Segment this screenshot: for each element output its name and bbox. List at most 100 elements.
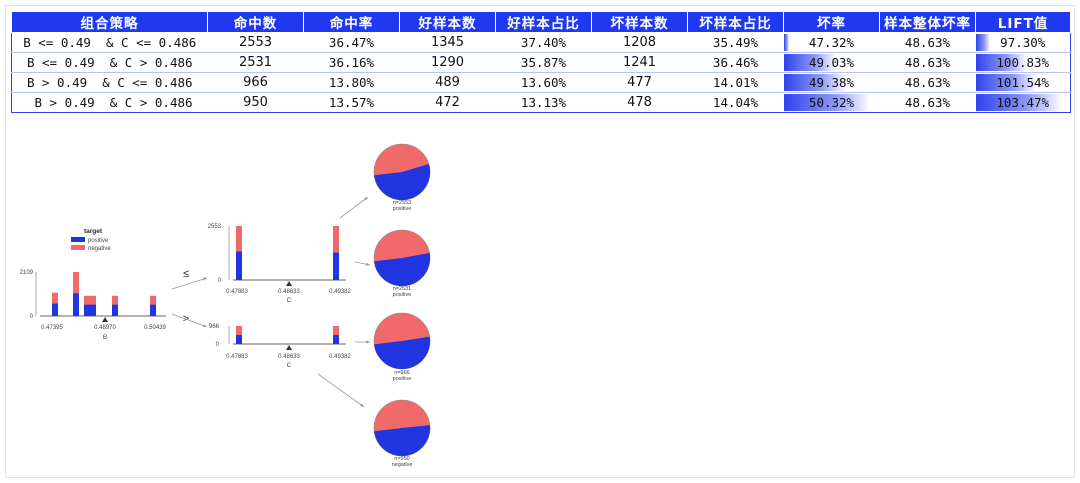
cell-overall-bad-rate: 48.63% — [879, 72, 976, 93]
leaf-pie-positive — [374, 252, 430, 286]
split-marker — [286, 345, 292, 350]
y-max-label: 966 — [209, 324, 220, 330]
y-zero-label: 0 — [30, 314, 34, 320]
bar-positive — [333, 335, 339, 344]
split-marker — [102, 317, 108, 322]
tree-edge — [317, 373, 365, 408]
tick-label: 0.48633 — [278, 354, 300, 360]
legend-title: target — [84, 228, 103, 235]
cell-bad-pct: 14.01% — [687, 72, 784, 93]
data-bar — [783, 74, 846, 91]
cell-value: 47.32% — [808, 35, 855, 50]
cell-bad-pct: 14.04% — [687, 92, 784, 113]
leaf-class: positive — [393, 376, 412, 382]
bar-negative — [90, 295, 96, 305]
header-strategy: 组合策略 — [11, 11, 208, 33]
cell-value: 49.38% — [808, 75, 855, 90]
data-bar — [783, 94, 870, 111]
cell-lift: 100.83% — [975, 52, 1071, 73]
header-overall-bad-rate: 样本整体坏率 — [879, 11, 976, 33]
edge-arrow — [364, 197, 368, 201]
cell-overall-bad-rate: 48.63% — [879, 92, 976, 113]
cell-hit-rate: 13.80% — [303, 72, 400, 93]
y-max-label: 2553 — [208, 224, 222, 230]
cell-good-pct: 13.13% — [495, 92, 592, 113]
feature-label: C — [287, 297, 292, 304]
cell-strategy: B > 0.49 & C > 0.486 — [11, 92, 208, 113]
cell-value: 101.54% — [996, 75, 1050, 90]
bar-negative — [236, 326, 242, 335]
bar-positive — [112, 304, 118, 316]
leaf-count: n=966 — [394, 370, 409, 376]
cell-bad: 478 — [591, 92, 688, 113]
bar-positive — [150, 304, 156, 316]
cell-overall-bad-rate: 48.63% — [879, 32, 976, 53]
bar-negative — [150, 295, 156, 305]
cell-value: 103.47% — [996, 95, 1050, 110]
cell-bad-rate: 49.03% — [783, 52, 880, 73]
tick-label: 0.49382 — [329, 289, 351, 295]
cell-lift: 97.30% — [975, 32, 1071, 53]
tick-label: 0.48970 — [94, 325, 116, 331]
header-good-pct: 好样本占比 — [495, 11, 592, 33]
branch-left-symbol: ≤ — [183, 268, 189, 280]
legend-swatch-positive — [71, 237, 85, 242]
feature-label: C — [287, 362, 292, 369]
tick-label: 0.47883 — [226, 289, 248, 295]
legend-swatch-negative — [71, 245, 85, 250]
cell-bad-rate: 49.38% — [783, 72, 880, 93]
data-bar — [975, 34, 990, 51]
split-marker — [286, 281, 292, 286]
table-row: B > 0.49 & C <= 0.486 966 13.80% 489 13.60% 4… — [11, 72, 1071, 93]
legend-label-negative: negative — [88, 246, 111, 252]
header-bad-rate: 坏率 — [783, 11, 880, 33]
cell-lift: 103.47% — [975, 92, 1071, 113]
y-max-label: 2109 — [20, 270, 34, 276]
bar-negative — [333, 226, 339, 253]
cell-bad-rate: 50.32% — [783, 92, 880, 113]
header-good: 好样本数 — [399, 11, 496, 33]
cell-hits: 950 — [207, 92, 304, 113]
legend-label-positive: positive — [88, 238, 109, 244]
bar-positive — [52, 303, 58, 316]
header-bad: 坏样本数 — [591, 11, 688, 33]
tree-edge — [339, 196, 369, 219]
feature-label: B — [103, 334, 107, 341]
cell-hits: 2553 — [207, 32, 304, 53]
bar-positive — [90, 304, 96, 316]
table-row: B <= 0.49 & C <= 0.486 2553 36.47% 1345 37.4… — [11, 32, 1071, 53]
table-header-row: 组合策略 命中数 命中率 好样本数 好样本占比 坏样本数 坏样本占比 坏率 样本… — [11, 11, 1071, 33]
y-zero-label: 0 — [218, 278, 222, 284]
cell-hit-rate: 13.57% — [303, 92, 400, 113]
tick-label: 0.47883 — [226, 354, 248, 360]
header-hit-rate: 命中率 — [303, 11, 400, 33]
cell-value: 97.30% — [1000, 35, 1046, 50]
edge-arrow — [203, 324, 207, 328]
bar-negative — [84, 295, 90, 305]
edge-arrow — [366, 340, 370, 344]
leaf-class: positive — [393, 206, 412, 212]
leaf-count: n=2553 — [393, 200, 412, 206]
data-bar — [975, 54, 1028, 71]
strategy-table: 组合策略 命中数 命中率 好样本数 好样本占比 坏样本数 坏样本占比 坏率 样本… — [11, 11, 1071, 113]
tick-label: 0.50439 — [144, 325, 166, 331]
edge-arrow — [203, 277, 207, 281]
bar-positive — [333, 252, 339, 280]
edge-arrow — [360, 403, 364, 407]
cell-overall-bad-rate: 48.63% — [879, 52, 976, 73]
cell-bad-rate: 47.32% — [783, 32, 880, 53]
bar-negative — [52, 292, 58, 304]
leaf-pie-positive — [374, 336, 430, 369]
cell-value: 49.03% — [808, 55, 855, 70]
tick-label: 0.47395 — [41, 325, 63, 331]
cell-good: 472 — [399, 92, 496, 113]
cell-hits: 966 — [207, 72, 304, 93]
data-bar — [783, 54, 837, 71]
tick-label: 0.49382 — [329, 354, 351, 360]
leaf-class: negative — [392, 462, 413, 468]
leaf-count: n=2531 — [393, 286, 412, 292]
tick-label: 0.48633 — [278, 289, 300, 295]
cell-lift: 101.54% — [975, 72, 1071, 93]
bar-positive — [236, 251, 242, 280]
data-bar — [975, 94, 1063, 111]
